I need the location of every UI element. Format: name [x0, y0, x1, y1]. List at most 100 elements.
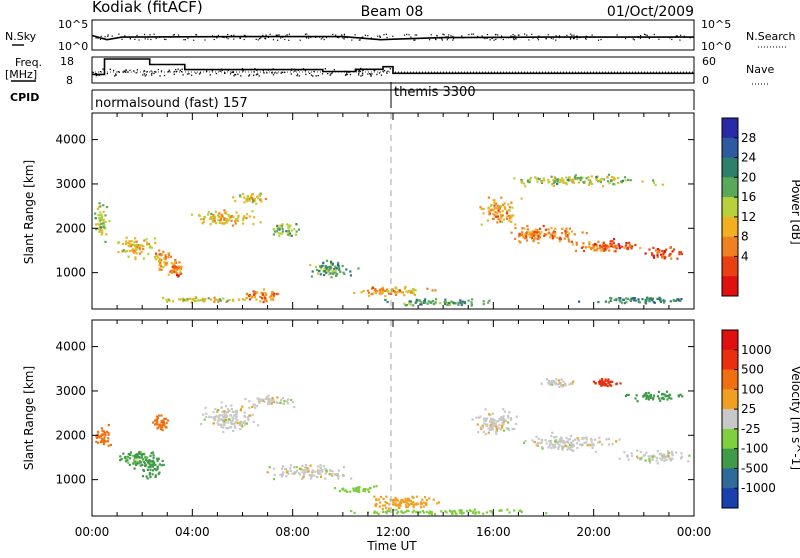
- heatmap-cell: [630, 452, 633, 455]
- heatmap-cell: [566, 230, 569, 233]
- heatmap-cell: [487, 301, 490, 304]
- freq-dot: [168, 70, 170, 73]
- heatmap-cell: [612, 244, 615, 247]
- freq-dot: [232, 70, 234, 73]
- time-axis-labels: 00:00 04:00 08:00 12:00 16:00 20:00 00:00: [75, 525, 712, 539]
- heatmap-cell: [677, 299, 680, 302]
- heatmap-cell: [617, 243, 620, 246]
- freq-dot: [143, 73, 146, 75]
- heatmap-cell: [526, 180, 529, 183]
- nsearch-dot: [448, 34, 450, 36]
- heatmap-cell: [648, 299, 651, 302]
- heatmap-cell: [594, 382, 597, 385]
- heatmap-cell: [248, 199, 251, 202]
- nsearch-dot: [531, 33, 533, 35]
- heatmap-cell: [563, 237, 566, 240]
- heatmap-cell: [360, 291, 363, 294]
- heatmap-cell: [633, 299, 636, 302]
- freq-dot: [297, 69, 299, 71]
- nsearch-dot: [616, 34, 618, 36]
- heatmap-cell: [496, 221, 499, 224]
- heatmap-cell: [98, 227, 101, 231]
- heatmap-cell: [583, 441, 586, 444]
- heatmap-cell: [572, 181, 575, 184]
- heatmap-cell: [502, 415, 505, 418]
- heatmap-cell: [498, 509, 501, 512]
- heatmap-cell: [214, 407, 217, 411]
- heatmap-cell: [570, 230, 574, 233]
- nsearch-dot: [245, 36, 247, 38]
- heatmap-cell: [386, 288, 389, 291]
- heatmap-cell: [567, 240, 571, 243]
- heatmap-cell: [236, 419, 239, 422]
- heatmap-cell: [488, 413, 491, 416]
- heatmap-cell: [627, 241, 631, 244]
- heatmap-cell: [599, 178, 602, 181]
- nsearch-dot: [282, 36, 284, 38]
- heatmap-cell: [316, 268, 319, 272]
- heatmap-cell: [500, 196, 503, 199]
- colorbar-tick-label: -100: [741, 442, 768, 456]
- heatmap-cell: [241, 193, 244, 196]
- nsearch-dot: [362, 36, 364, 38]
- freq-dot: [109, 68, 111, 70]
- heatmap-cell: [274, 230, 277, 233]
- heatmap-cell: [570, 240, 573, 243]
- heatmap-cell: [132, 458, 136, 461]
- heatmap-cell: [419, 501, 422, 504]
- heatmap-cell: [151, 465, 154, 468]
- heatmap-cell: [213, 300, 216, 303]
- heatmap-cell: [319, 472, 322, 475]
- heatmap-cell: [302, 476, 305, 479]
- heatmap-cell: [368, 294, 371, 297]
- heatmap-cell: [156, 423, 159, 426]
- heatmap-cell: [412, 501, 415, 504]
- heatmap-cell: [660, 455, 663, 458]
- nsearch-series-dots: [95, 33, 693, 41]
- heatmap-cell: [156, 254, 159, 257]
- heatmap-cell: [124, 250, 127, 253]
- heatmap-cell: [104, 240, 107, 243]
- heatmap-cell: [150, 460, 153, 463]
- heatmap-cell: [397, 510, 400, 514]
- heatmap-cell: [127, 245, 130, 248]
- freq-dot: [123, 71, 125, 73]
- heatmap-cell: [660, 393, 664, 396]
- heatmap-cell: [158, 471, 161, 474]
- heatmap-cell: [458, 509, 461, 512]
- heatmap-cell: [243, 415, 246, 418]
- freq-tick-top: 18: [60, 55, 74, 68]
- heatmap-cell: [294, 233, 297, 236]
- nsearch-dot: [591, 34, 593, 36]
- freq-dot: [262, 69, 264, 72]
- heatmap-cell: [479, 415, 482, 418]
- heatmap-cell: [491, 419, 494, 422]
- heatmap-cell: [226, 408, 230, 411]
- heatmap-cell: [158, 463, 161, 466]
- heatmap-cell: [128, 463, 131, 466]
- heatmap-cell: [500, 216, 503, 219]
- heatmap-cell: [577, 439, 581, 442]
- heatmap-cell: [606, 180, 610, 183]
- heatmap-cell: [224, 211, 227, 214]
- heatmap-cell: [102, 222, 105, 225]
- heatmap-cell: [646, 296, 649, 299]
- heatmap-cell: [506, 210, 509, 213]
- heatmap-cell: [338, 490, 341, 493]
- heatmap-cell: [161, 459, 164, 463]
- heatmap-cell: [474, 511, 477, 514]
- heatmap-cell: [287, 233, 290, 236]
- heatmap-cell: [355, 486, 358, 489]
- heatmap-cell: [568, 438, 572, 441]
- heatmap-cell: [493, 201, 496, 204]
- nsearch-dot: [299, 39, 301, 41]
- heatmap-cell: [319, 265, 322, 269]
- heatmap-cell: [97, 430, 100, 433]
- heatmap-cell: [592, 443, 595, 446]
- nsky-strip-frame: [91, 19, 695, 51]
- heatmap-cell: [550, 434, 553, 438]
- heatmap-cell: [383, 504, 387, 507]
- colorbar-tick-label: 25: [741, 402, 756, 416]
- heatmap-cell: [434, 289, 437, 292]
- freq-dot: [257, 73, 259, 75]
